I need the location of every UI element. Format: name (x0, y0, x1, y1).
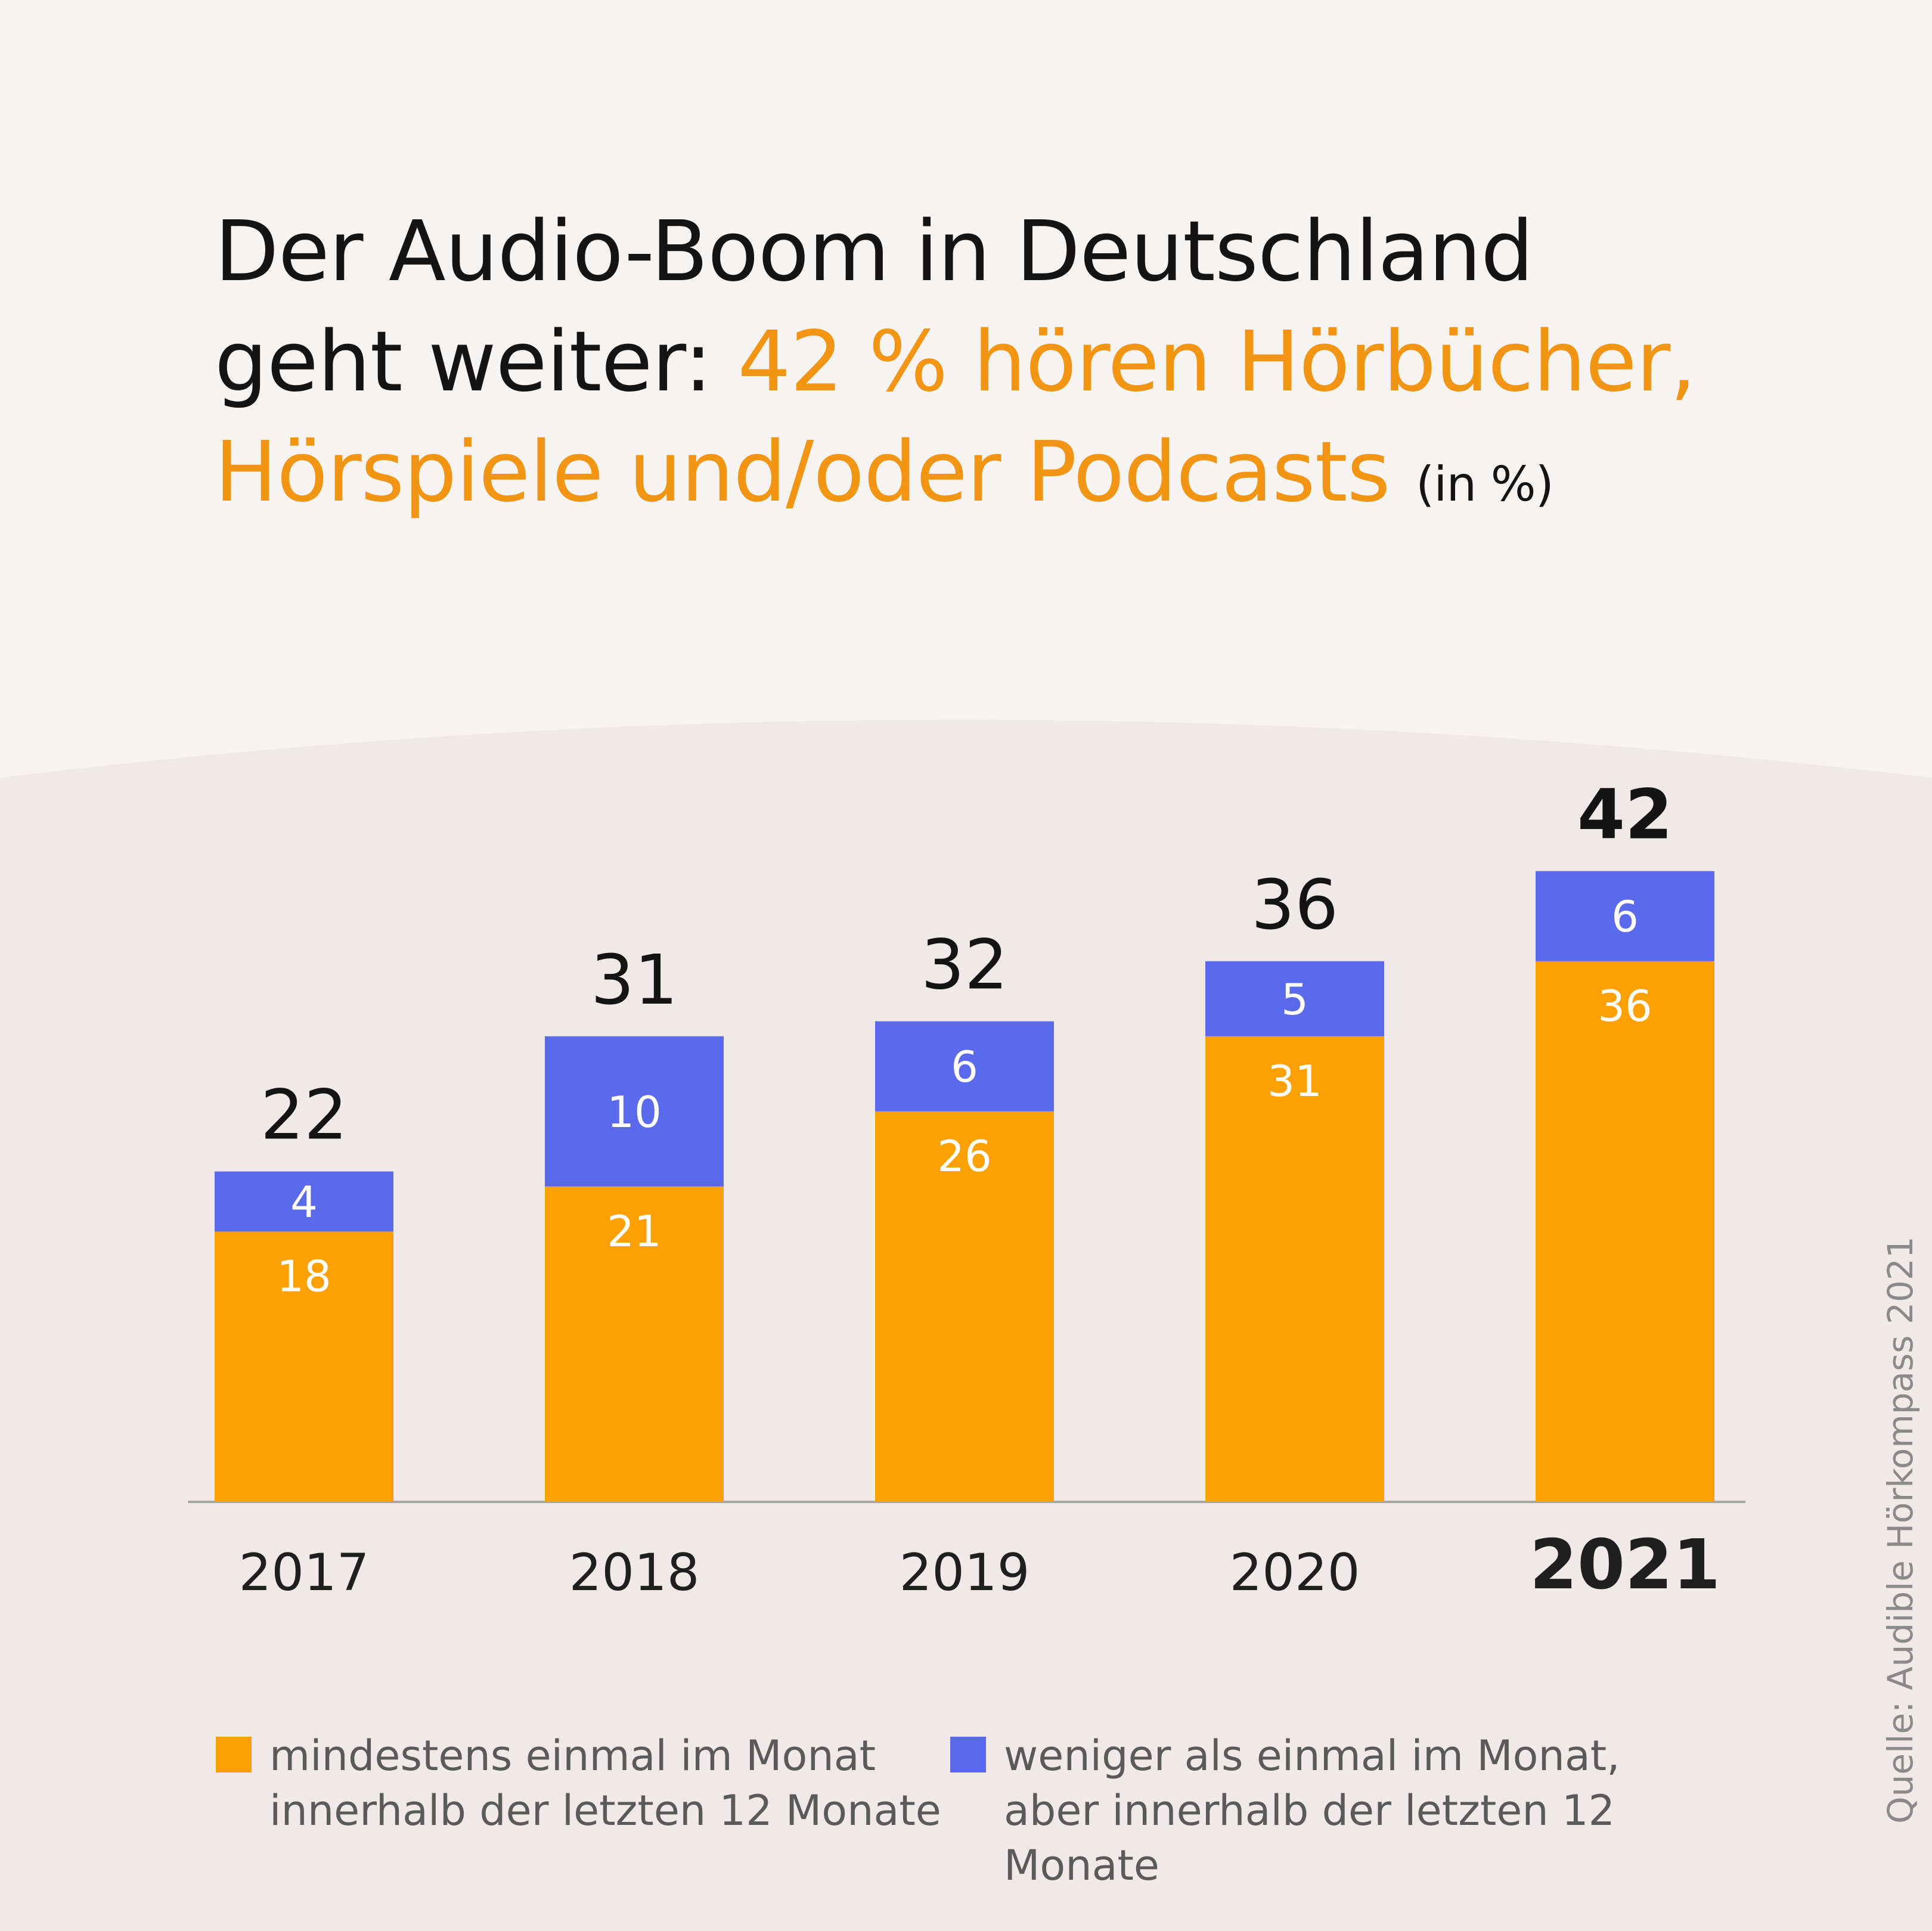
x-tick-label-2017: 2017 (239, 1543, 370, 1603)
legend-swatch-orange (216, 1737, 252, 1772)
total-label-2020: 36 (1251, 865, 1338, 945)
bar-segment-less-than-monthly-2020 (1205, 961, 1384, 1036)
title-line-1: Der Audio-Boom in Deutschland (215, 203, 1534, 300)
x-tick-label-2018: 2018 (569, 1543, 700, 1603)
total-label-2019: 32 (921, 926, 1008, 1005)
source-note: Quelle: Audible Hörkompass 2021 (1880, 1236, 1921, 1824)
title-plain: geht weiter: (215, 313, 738, 411)
total-label-2017: 22 (261, 1076, 348, 1156)
legend-item-less-than-monthly: weniger als einmal im Monat, aber innerh… (950, 1728, 1719, 1893)
title-highlight-2: Hörspiele und/oder Podcasts (215, 424, 1391, 521)
page-title: Der Audio-Boom in Deutschland geht weite… (215, 197, 1764, 539)
data-label-less-than-monthly-2021: 6 (1611, 892, 1639, 942)
data-label-less-than-monthly-2017: 4 (290, 1177, 318, 1227)
data-label-monthly-2019: 26 (937, 1131, 992, 1181)
bar-segment-less-than-monthly-2019 (875, 1021, 1054, 1112)
bar-segment-monthly-2018 (545, 1186, 724, 1502)
legend-label-monthly: mindestens einmal im Monat innerhalb der… (269, 1728, 985, 1838)
title-highlight-1: 42 % hören Hörbücher, (737, 313, 1696, 411)
title-line-3: Hörspiele und/oder Podcasts (in %) (215, 417, 1764, 539)
x-tick-label-2021: 2021 (1530, 1525, 1720, 1605)
legend-label-monthly-line2: innerhalb der letzten 12 Monate (269, 1786, 941, 1835)
legend-label-less-than-monthly-line1: weniger als einmal im Monat, (1004, 1731, 1620, 1780)
total-label-2021: 42 (1577, 775, 1673, 855)
bar-segment-monthly-2020 (1205, 1036, 1384, 1502)
legend-label-less-than-monthly: weniger als einmal im Monat, aber innerh… (1004, 1728, 1719, 1893)
data-label-monthly-2017: 18 (277, 1251, 331, 1301)
bar-segment-monthly-2021 (1536, 961, 1714, 1502)
x-tick-label-2019: 2019 (900, 1543, 1030, 1603)
total-label-2018: 31 (591, 940, 678, 1020)
bar-segment-less-than-monthly-2017 (215, 1171, 393, 1232)
title-line-2: geht weiter: 42 % hören Hörbücher, (215, 307, 1764, 417)
title-unit: (in %) (1416, 457, 1554, 512)
data-label-less-than-monthly-2020: 5 (1281, 974, 1308, 1025)
bar-segment-less-than-monthly-2018 (545, 1036, 724, 1187)
legend-label-less-than-monthly-line2: aber innerhalb der letzten 12 Monate (1004, 1786, 1615, 1890)
bar-segment-monthly-2019 (875, 1111, 1054, 1502)
data-label-less-than-monthly-2018: 10 (607, 1087, 662, 1137)
data-label-monthly-2020: 31 (1267, 1056, 1322, 1106)
legend-label-monthly-line1: mindestens einmal im Monat (269, 1731, 876, 1780)
data-label-less-than-monthly-2019: 6 (951, 1042, 978, 1092)
legend-swatch-blue (950, 1737, 986, 1772)
x-tick-label-2020: 2020 (1230, 1543, 1360, 1603)
data-label-monthly-2021: 36 (1598, 981, 1652, 1031)
bar-segment-less-than-monthly-2021 (1536, 871, 1714, 961)
data-label-monthly-2018: 21 (607, 1206, 662, 1256)
legend-item-monthly: mindestens einmal im Monat innerhalb der… (216, 1728, 985, 1838)
bar-segment-monthly-2017 (215, 1231, 393, 1502)
